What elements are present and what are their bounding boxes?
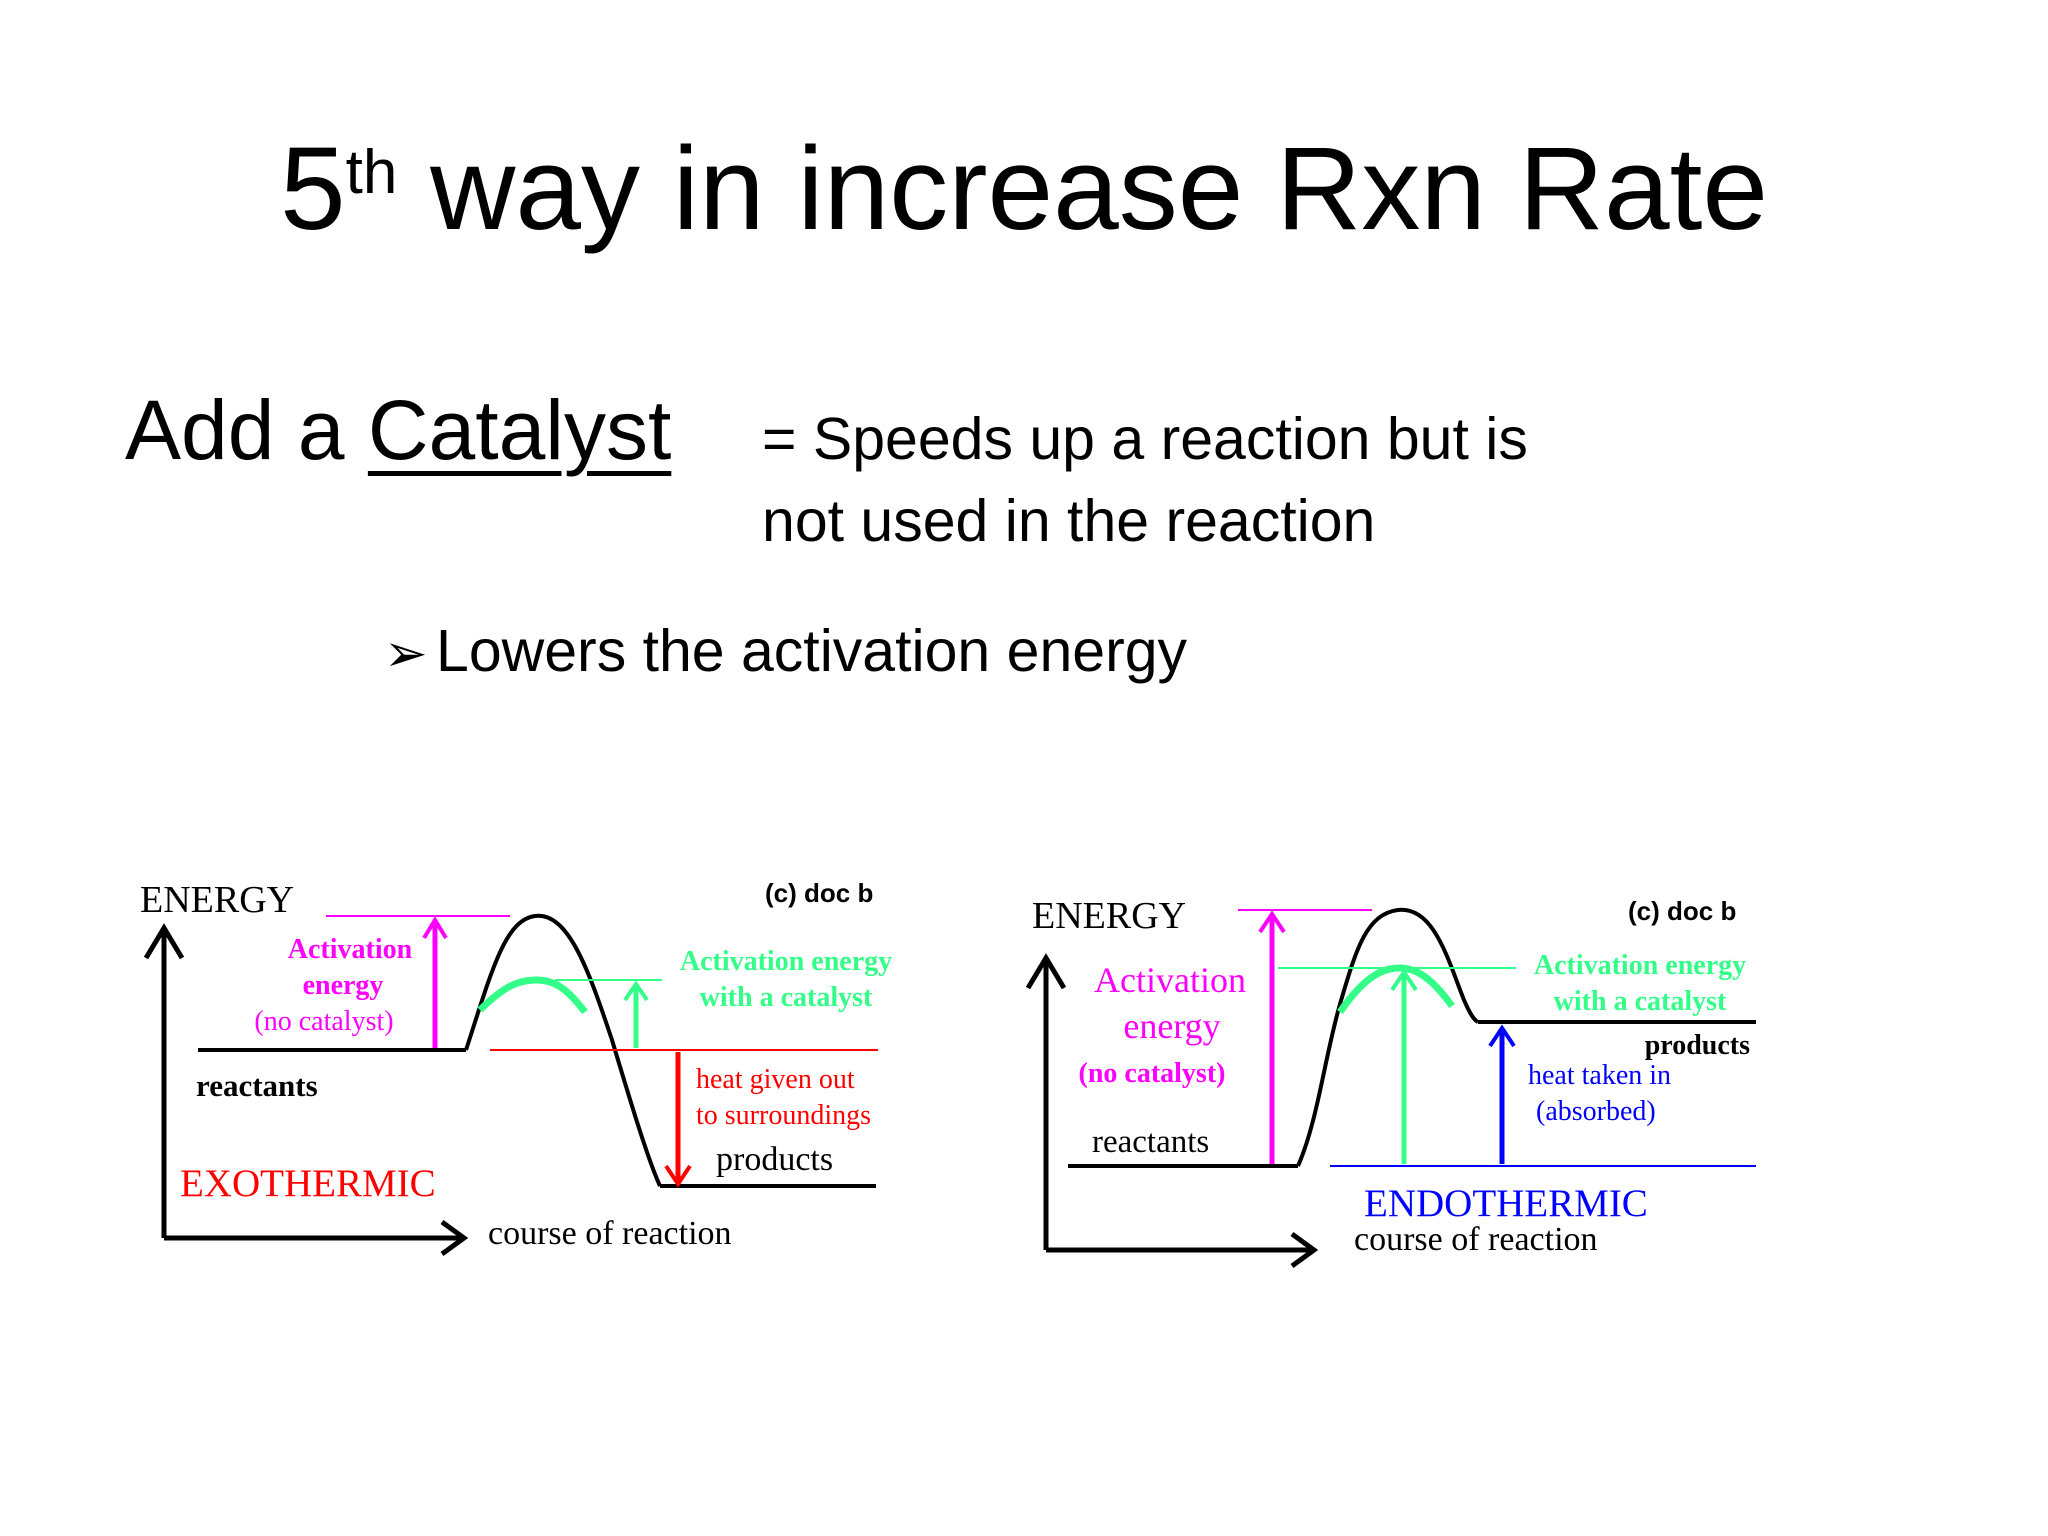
catalyst-definition: = Speeds up a reaction but is not used i…	[762, 398, 1662, 562]
endo-catalyst-label-2: with a catalyst	[1554, 986, 1727, 1017]
title-number: 5	[279, 123, 346, 255]
exo-energy-axis-arrowhead	[143, 923, 185, 960]
exo-activation-arrowhead	[422, 916, 448, 940]
exo-heat-label-1: heat given out	[696, 1064, 855, 1095]
title-text: way in increase Rxn Rate	[430, 123, 1769, 255]
endo-uncatalysed-curve	[1296, 907, 1480, 1167]
exo-activation-label-1: Activation	[288, 934, 413, 965]
exo-catalyst-arrowhead	[623, 980, 649, 1002]
endo-heat-arrowhead	[1488, 1024, 1516, 1048]
bullet-text: Lowers the activation energy	[436, 618, 1188, 684]
exo-course-label: course of reaction	[488, 1215, 732, 1252]
exo-type-label: EXOTHERMIC	[180, 1162, 436, 1205]
exo-heat-arrowhead	[664, 1164, 692, 1188]
subheading-prefix: Add a	[125, 383, 345, 477]
endo-catalyst-arrowhead	[1390, 968, 1418, 992]
endo-course-label: course of reaction	[1354, 1221, 1598, 1258]
endo-activation-arrowhead	[1258, 910, 1286, 934]
arrow-bullet-icon: ➢	[384, 625, 428, 683]
endo-copyright: (c) doc b	[1628, 896, 1736, 926]
exo-catalyst-label-1: Activation energy	[680, 946, 892, 977]
exo-uncatalysed-curve	[464, 913, 662, 1187]
exo-activation-label-2: energy	[303, 970, 384, 1001]
definition-line-1: = Speeds up a reaction but is	[762, 406, 1528, 472]
endo-catalysed-curve	[1337, 964, 1455, 1014]
endo-type-label: ENDOTHERMIC	[1364, 1182, 1648, 1225]
endo-energy-axis-arrowhead	[1025, 953, 1067, 990]
exo-products-label: products	[716, 1141, 833, 1178]
definition-line-2: not used in the reaction	[762, 488, 1376, 554]
endo-course-axis-arrowhead	[1290, 1231, 1319, 1269]
exo-reactants-label: reactants	[196, 1068, 318, 1103]
exo-activation-label-3: (no catalyst)	[254, 1006, 393, 1037]
subheading-term: Catalyst	[367, 383, 672, 477]
exothermic-diagram: ENERGY (c) doc b Activation energy (no c…	[140, 878, 892, 1257]
exo-heat-label-2: to surroundings	[696, 1100, 871, 1131]
endo-products-label: products	[1645, 1030, 1750, 1061]
exo-catalyst-label-2: with a catalyst	[700, 982, 873, 1013]
endo-reactants-label: reactants	[1092, 1124, 1209, 1160]
endo-activation-label-3: (no catalyst)	[1079, 1058, 1226, 1089]
endo-heat-label-2: (absorbed)	[1536, 1096, 1656, 1127]
exo-copyright: (c) doc b	[765, 878, 873, 908]
slide-title: 5th way in increase Rxn Rate	[0, 130, 2048, 248]
endothermic-diagram: ENERGY (c) doc b Activation energy (no c…	[1025, 895, 1756, 1269]
exo-energy-label: ENERGY	[140, 879, 294, 921]
bullet-point: ➢ Lowers the activation energy	[384, 622, 1187, 681]
endo-catalyst-label-1: Activation energy	[1534, 950, 1746, 981]
endo-heat-label-1: heat taken in	[1528, 1060, 1671, 1091]
endo-energy-label: ENERGY	[1032, 895, 1186, 937]
exo-course-axis-arrowhead	[440, 1219, 469, 1257]
exo-catalysed-curve	[477, 976, 588, 1015]
endo-activation-label-1: Activation	[1094, 960, 1246, 1000]
subheading: Add a Catalyst	[125, 388, 671, 472]
endo-activation-label-2: energy	[1123, 1006, 1220, 1046]
title-superscript: th	[345, 138, 398, 207]
